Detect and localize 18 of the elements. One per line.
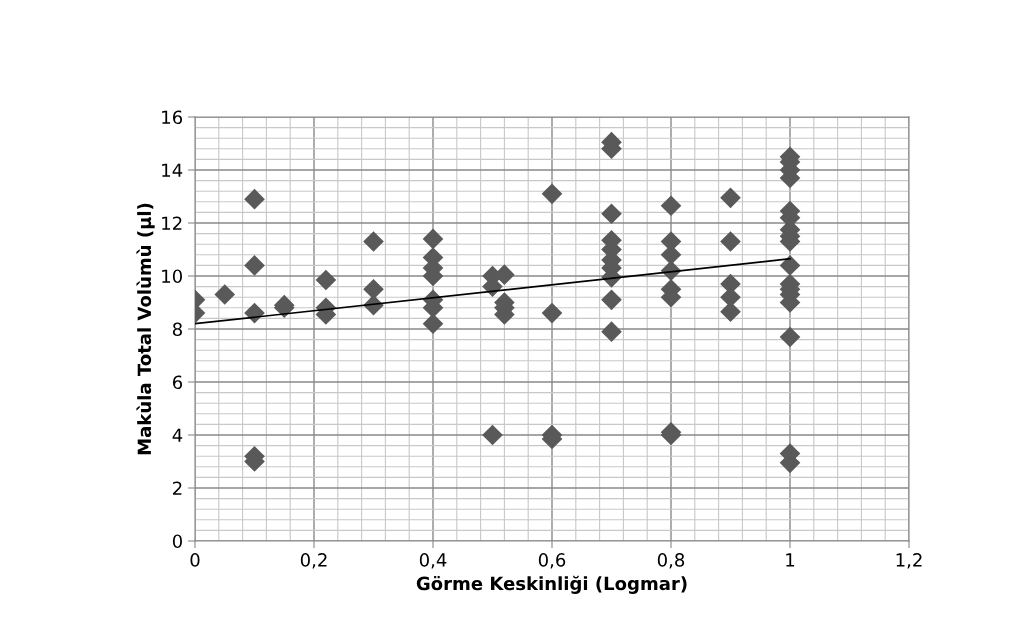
x-tick-label: 1,2	[896, 553, 922, 569]
y-tick-label: 4	[172, 428, 183, 442]
y-tick-label: 14	[162, 163, 183, 177]
y-tick-label: 0	[172, 534, 182, 549]
y-tick-label: 10	[162, 269, 182, 284]
x-tick-label: 0,4	[419, 553, 447, 569]
y-tick-label: 16	[162, 110, 183, 125]
x-tick-label: 0,2	[300, 553, 327, 569]
y-axis-title: Makùla Total Volùmù (µl)	[136, 203, 155, 455]
x-axis-title: Görme Keskinliği (Logmar)	[416, 575, 687, 594]
y-tick-label: 8	[172, 322, 182, 337]
y-tick-label: 2	[173, 481, 182, 495]
y-tick-label: 6	[172, 375, 183, 390]
x-tick-label: 0,6	[538, 553, 566, 569]
x-tick-label: 1	[786, 553, 795, 567]
y-tick-label: 12	[162, 216, 182, 230]
x-tick-label: 0	[190, 553, 200, 567]
x-tick-label: 0,8	[657, 553, 685, 569]
